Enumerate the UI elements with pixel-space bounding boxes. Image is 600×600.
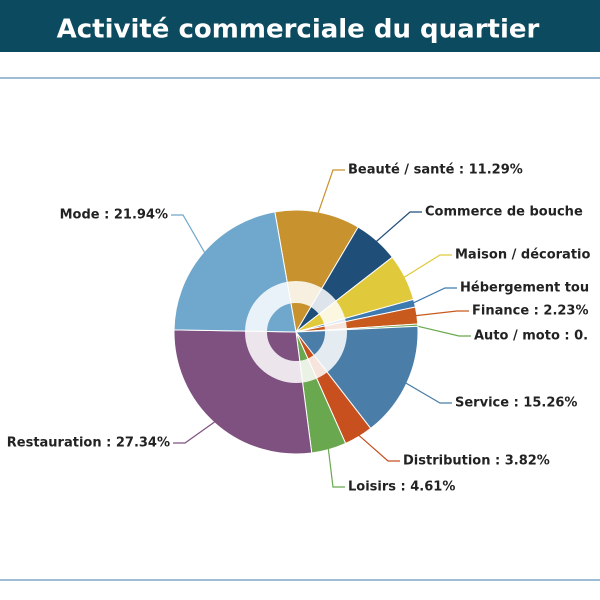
data-label: Auto / moto : 0. [474,329,588,344]
leader-line [410,287,457,305]
data-label: Restauration : 27.34% [7,436,170,451]
leader-line [171,214,207,256]
leader-line [173,419,218,444]
data-label: Maison / décoratio [455,248,591,263]
title-bar [0,0,600,52]
leader-line [316,169,345,217]
slice [173,329,313,455]
leader-line [401,254,452,280]
data-label: Service : 15.26% [455,396,577,411]
slice [173,211,297,333]
leader-line [413,324,471,337]
leader-line [402,380,452,404]
watermark [245,281,347,383]
leader-line [356,432,400,462]
data-label: Loisirs : 4.61% [348,480,455,495]
data-label: Distribution : 3.82% [403,454,550,469]
data-label: Finance : 2.23% [472,304,589,319]
data-label: Hébergement tou [460,281,589,296]
data-label: Beauté / santé : 11.29% [348,163,523,178]
leader-line [327,445,345,488]
chart-title: Activité commerciale du quartier [57,15,540,45]
data-label: Commerce de bouche [425,205,583,220]
data-label: Mode : 21.94% [60,208,168,223]
leader-line [373,211,422,244]
leader-line [412,310,469,317]
